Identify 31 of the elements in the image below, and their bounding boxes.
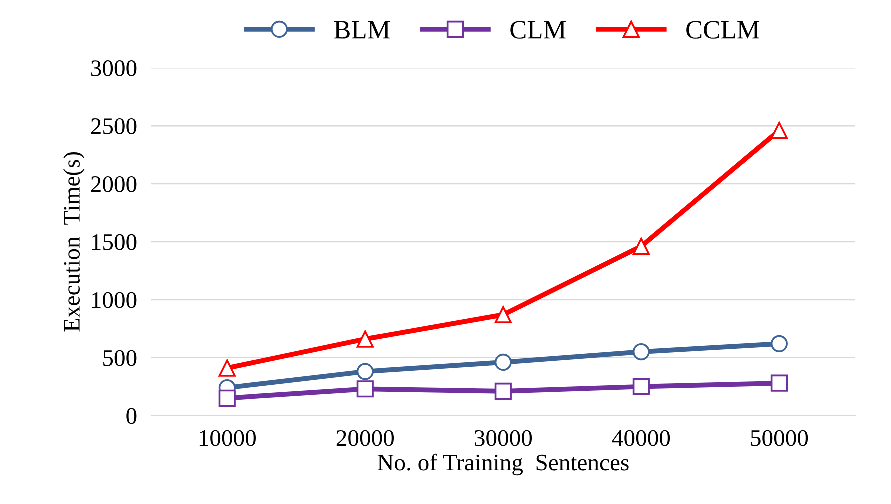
point	[632, 378, 650, 396]
point	[218, 390, 236, 407]
legend-label: CLM	[510, 21, 566, 39]
point	[494, 306, 512, 324]
x-tick-label: 20000	[336, 430, 394, 446]
point	[632, 238, 650, 256]
point	[356, 330, 374, 348]
y-tick-label: 2500	[91, 118, 137, 134]
y-tick-label: 1000	[92, 292, 137, 308]
point	[356, 380, 374, 398]
x-tick-label: 30000	[475, 430, 532, 446]
legend-label: CCLM	[686, 21, 760, 39]
point	[218, 360, 236, 377]
y-tick-label: 1500	[92, 234, 137, 250]
point	[494, 354, 512, 372]
x-tick-label: 50000	[751, 430, 808, 446]
point	[770, 122, 788, 140]
x-tick-label: 40000	[612, 430, 670, 446]
x-axis-title: No. of Training Sentences	[378, 454, 629, 476]
legend-label: BLM	[334, 21, 390, 39]
point	[632, 344, 650, 361]
y-tick-label: 3000	[91, 60, 137, 76]
y-tick-label: 2000	[91, 176, 137, 192]
y-axis-title: Execution Time(s)	[63, 152, 85, 332]
point	[770, 374, 788, 392]
y-tick-label: 0	[126, 408, 137, 424]
y-tick-label: 500	[104, 350, 137, 366]
x-tick-label: 10000	[200, 430, 256, 446]
point	[494, 382, 512, 400]
point	[356, 363, 374, 380]
point	[770, 335, 788, 352]
